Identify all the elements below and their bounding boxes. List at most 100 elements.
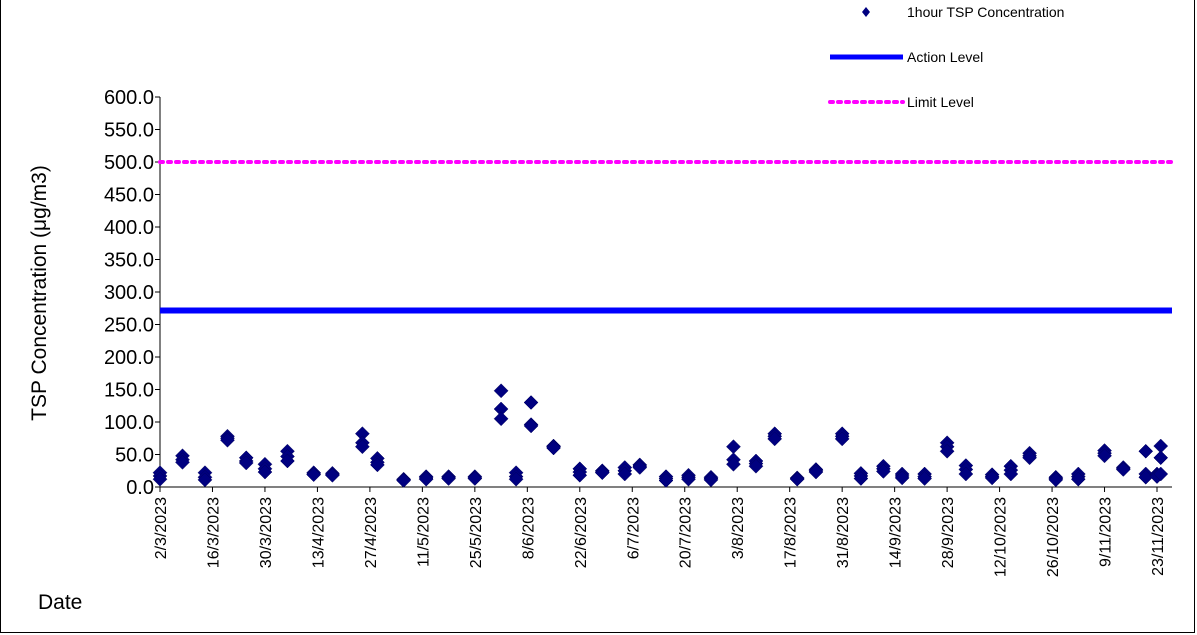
- tsp-data-point: [808, 464, 824, 480]
- tsp-data-point: [257, 464, 273, 480]
- legend-diamond-marker: [862, 7, 870, 17]
- x-tick-label: 13/4/2023: [310, 497, 327, 568]
- tsp-data-point: [1022, 450, 1037, 466]
- x-tick-label: 31/8/2023: [835, 497, 852, 568]
- x-axis-title: Date: [38, 591, 82, 614]
- tsp-data-point: [1097, 448, 1112, 464]
- legend-label-action: Action Level: [907, 49, 983, 65]
- tsp-data-point: [632, 460, 648, 475]
- tsp-data-point: [572, 467, 588, 483]
- legend-label-limit: Limit Level: [907, 94, 974, 110]
- tsp-data-point: [467, 471, 483, 486]
- x-tick-label: 8/6/2023: [520, 497, 537, 559]
- tsp-data-point: [306, 467, 322, 483]
- tsp-data-point: [220, 432, 235, 448]
- tsp-data-point: [441, 471, 456, 486]
- x-axis-ticks: [159, 487, 1158, 492]
- tsp-data-point: [493, 383, 509, 399]
- y-tick-label: 50.0: [115, 445, 154, 467]
- tsp-data-point: [1003, 466, 1019, 482]
- x-tick-label: 26/10/2023: [1045, 497, 1062, 577]
- tsp-data-point: [175, 454, 190, 470]
- x-tick-label: 14/9/2023: [888, 497, 905, 568]
- x-tick-label: 22/6/2023: [573, 497, 590, 568]
- tsp-data-point: [1153, 466, 1169, 482]
- x-tick-label: 23/11/2023: [1150, 497, 1167, 576]
- y-tick-label: 100.0: [104, 412, 154, 434]
- tsp-data-point: [703, 472, 719, 488]
- tsp-data-point: [523, 395, 539, 410]
- tsp-data-point: [1138, 443, 1154, 459]
- tsp-data-point: [1048, 472, 1064, 488]
- x-tick-label: 2/3/2023: [153, 497, 170, 559]
- legend: 1hour TSP Concentration Action Level Lim…: [828, 4, 1064, 110]
- tsp-data-point: [726, 439, 741, 455]
- x-tick-label: 20/7/2023: [678, 497, 695, 568]
- legend-item-limit: Limit Level: [828, 94, 974, 110]
- tsp-data-point: [789, 471, 805, 487]
- x-axis-tick-labels: 2/3/2023 16/3/2023 30/3/2023 13/4/2023 27/4/…: [153, 497, 1167, 577]
- y-tick-label: 500.0: [104, 152, 154, 174]
- threshold-lines: [158, 160, 1174, 314]
- y-axis-ticks: [155, 96, 160, 488]
- tsp-data-point: [197, 472, 213, 488]
- tsp-data-point: [1153, 450, 1169, 466]
- tsp-data-point: [152, 471, 168, 487]
- tsp-data-point: [1115, 462, 1131, 477]
- y-tick-label: 400.0: [104, 217, 154, 239]
- y-tick-label: 600.0: [104, 87, 154, 109]
- tsp-data-point: [853, 471, 869, 486]
- y-tick-label: 450.0: [104, 185, 154, 207]
- legend-item-tsp: 1hour TSP Concentration: [862, 4, 1064, 20]
- tsp-data-point: [876, 464, 891, 479]
- x-tick-label: 16/3/2023: [205, 497, 222, 568]
- y-axis-title: TSP Concentration (μg/m3): [28, 165, 51, 421]
- y-axis-tick-labels: 0.0 50.0 100.0 150.0 200.0 250.0 300.0 350.0 400…: [104, 87, 154, 499]
- tsp-data-point: [418, 471, 434, 487]
- y-tick-label: 550.0: [104, 120, 154, 142]
- x-tick-label: 9/11/2023: [1098, 497, 1115, 567]
- x-tick-label: 30/3/2023: [258, 497, 275, 568]
- y-tick-label: 0.0: [126, 477, 154, 499]
- x-tick-label: 28/9/2023: [940, 497, 957, 568]
- tsp-data-point: [355, 439, 370, 455]
- tsp-data-point: [958, 466, 974, 482]
- tsp-data-point: [767, 431, 783, 447]
- tsp-data-point: [493, 411, 509, 427]
- y-tick-label: 200.0: [104, 347, 154, 369]
- y-tick-label: 350.0: [104, 250, 154, 272]
- tsp-data-point: [617, 466, 633, 482]
- x-tick-label: 27/4/2023: [363, 497, 380, 568]
- tsp-data-point: [726, 456, 741, 472]
- tsp-data-point: [370, 457, 385, 473]
- tsp-data-point: [658, 473, 674, 488]
- tsp-data-point: [894, 470, 910, 486]
- legend-item-action: Action Level: [830, 49, 983, 65]
- tsp-data-point: [546, 440, 561, 456]
- x-tick-label: 12/10/2023: [993, 497, 1010, 577]
- tsp-data-point: [917, 471, 932, 486]
- x-tick-label: 6/7/2023: [625, 497, 642, 559]
- tsp-data-point: [834, 431, 850, 447]
- x-tick-label: 3/8/2023: [730, 497, 747, 559]
- tsp-data-point: [396, 473, 411, 488]
- tsp-data-point: [238, 455, 254, 471]
- tsp-data-point: [280, 453, 295, 469]
- tsp-data-point: [681, 471, 696, 487]
- legend-label-tsp: 1hour TSP Concentration: [907, 4, 1064, 20]
- tsp-data-point: [984, 470, 1000, 486]
- x-tick-label: 17/8/2023: [783, 497, 800, 568]
- tsp-data-point: [325, 467, 340, 483]
- y-tick-label: 150.0: [104, 380, 154, 402]
- tsp-data-point: [748, 458, 764, 474]
- tsp-data-point: [939, 443, 955, 459]
- tsp-data-point: [523, 418, 539, 434]
- tsp-data-point: [594, 465, 610, 481]
- tsp-data-point: [1070, 471, 1086, 487]
- tsp-data-point: [508, 471, 524, 487]
- y-tick-label: 300.0: [104, 282, 154, 304]
- x-tick-label: 11/5/2023: [415, 497, 432, 567]
- y-tick-label: 250.0: [104, 315, 154, 337]
- data-points: [152, 383, 1169, 488]
